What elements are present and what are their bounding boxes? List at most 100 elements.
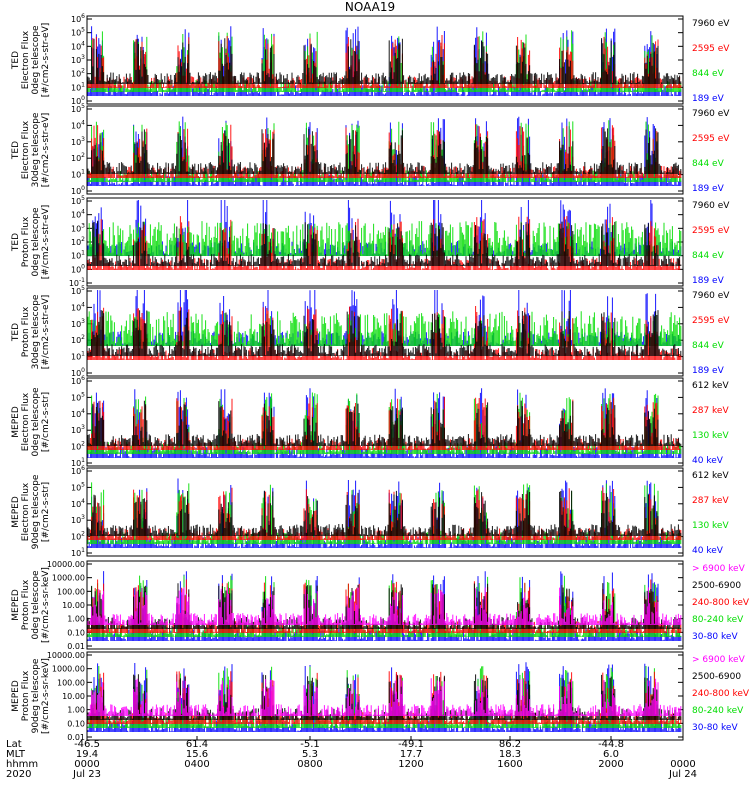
y-tick-label: 104 [71, 40, 85, 51]
panel-4: 100 101 102 103 104 105 TEDProton Flux30deg te… [11, 285, 730, 378]
x-axis-row-label: Lat [6, 739, 22, 750]
legend-entry: 189 eV [692, 276, 725, 286]
y-tick-label: 0.10 [67, 719, 85, 728]
x-axis-row-label: 2020 [6, 769, 31, 780]
x-axis-value: 1200 [398, 759, 423, 770]
panel-5: 101 102 103 104 105 106 MEPEDElectron Flux0deg… [11, 375, 729, 468]
y-tick-label: 101 [71, 547, 85, 558]
series-trace [87, 221, 682, 266]
legend-entry: 287 keV [692, 406, 729, 416]
y-tick-label: 104 [71, 408, 85, 419]
x-axis-value: -49.1 [398, 739, 424, 750]
y-tick-label: 101 [71, 169, 85, 180]
y-tick-label: 1.00 [67, 615, 85, 624]
x-axis-value: 86.2 [499, 739, 521, 750]
y-axis-label: TEDElectron Flux30deg telescope[#/cm2-s-… [11, 112, 51, 187]
legend-entry: 7960 eV [692, 201, 730, 211]
y-tick-label: 106 [71, 465, 85, 476]
x-axis-value: 5.3 [302, 749, 318, 760]
y-tick-label: 100.00 [57, 587, 85, 596]
y-tick-label: 100 [71, 367, 85, 378]
y-axis-label: MEPEDElectron Flux90deg telescope[#/cm2-… [11, 474, 51, 549]
y-tick-label: 100 [71, 263, 85, 274]
y-axis-label: MEPEDProton Flux0deg telescope[#/cm2-s-s… [11, 567, 51, 643]
y-tick-label: 102 [71, 334, 85, 345]
y-tick-label: 103 [71, 54, 85, 65]
y-tick-label: 105 [71, 481, 85, 492]
x-axis-value: 15.6 [186, 749, 208, 760]
legend-entry: 130 keV [692, 431, 729, 441]
y-tick-label: 10000.00 [47, 651, 85, 660]
legend-entry: 844 eV [692, 251, 725, 261]
y-tick-label: 104 [71, 301, 85, 312]
legend-entry: 240-800 keV [692, 689, 750, 699]
x-axis-value: 6.0 [603, 749, 619, 760]
y-tick-label: 10-1 [69, 277, 85, 288]
legend-entry: 80-240 keV [692, 615, 744, 625]
x-axis-value: 1600 [497, 759, 522, 770]
x-axis-value: -5.1 [300, 739, 320, 750]
y-tick-label: 101 [71, 351, 85, 362]
series-trace [87, 128, 682, 174]
series-trace [87, 38, 682, 84]
y-tick-label: 1000.00 [52, 665, 85, 674]
y-tick-label: 0.10 [67, 628, 85, 637]
legend-entry: 7960 eV [692, 291, 730, 301]
y-tick-label: 101 [71, 81, 85, 92]
y-tick-label: 106 [71, 13, 85, 24]
y-tick-label: 105 [71, 195, 85, 206]
x-axis-value: 17.7 [400, 749, 422, 760]
legend-entry: 7960 eV [692, 109, 730, 119]
y-axis-label: MEPEDElectron Flux0deg telescope[#/cm2-s… [11, 387, 51, 457]
y-tick-label: 105 [71, 27, 85, 38]
chart-title: NOAA19 [344, 0, 396, 14]
y-tick-label: 10.00 [62, 601, 85, 610]
series-trace [87, 490, 682, 536]
legend-entry: 240-800 keV [692, 598, 750, 608]
legend-entry: 40 keV [692, 546, 724, 556]
x-axis-value: 61.4 [186, 739, 208, 750]
panel-6: 101 102 103 104 105 106 MEPEDElectron Flux90de… [11, 465, 729, 558]
y-tick-label: 106 [71, 375, 85, 386]
x-axis-value: 0400 [184, 759, 209, 770]
panel-frame [86, 105, 684, 195]
x-axis-value: 0800 [297, 759, 322, 770]
y-tick-label: 101 [71, 250, 85, 261]
x-axis-row-label: MLT [6, 749, 26, 760]
y-tick-label: 102 [71, 236, 85, 247]
legend-entry: 189 eV [692, 184, 725, 194]
x-axis-value: -44.8 [598, 739, 624, 750]
panel-frame [86, 377, 684, 467]
y-tick-label: 102 [71, 152, 85, 163]
x-axis-row-label: hhmm [6, 759, 38, 770]
x-axis-value: 0000 [670, 759, 695, 770]
legend-entry: 2500-6900 [692, 672, 741, 682]
series-trace [87, 311, 682, 346]
panel-8: 0.01 0.10 1.00 10.00 100.00 1000.00 10000.00ME… [11, 651, 750, 742]
legend-entry: 7960 eV [692, 19, 730, 29]
legend-entry: 2595 eV [692, 316, 730, 326]
y-tick-label: 103 [71, 424, 85, 435]
legend-entry: 844 eV [692, 341, 725, 351]
legend-entry: 2595 eV [692, 226, 730, 236]
y-tick-label: 0.01 [67, 642, 85, 651]
y-tick-label: 1.00 [67, 706, 85, 715]
y-axis-label: TEDProton Flux0deg telescope[#/cm2-s-str… [11, 205, 51, 280]
series-trace [87, 587, 682, 625]
panel-frame [86, 467, 684, 557]
y-tick-label: 103 [71, 514, 85, 525]
x-axis-value: 19.4 [76, 749, 98, 760]
legend-entry: 287 keV [692, 496, 729, 506]
x-axis-value: 18.3 [499, 749, 521, 760]
y-tick-label: 103 [71, 318, 85, 329]
y-tick-label: 103 [71, 136, 85, 147]
legend-entry: 2595 eV [692, 44, 730, 54]
x-axis-value: Jul 24 [668, 769, 697, 780]
y-tick-label: 1000.00 [52, 574, 85, 583]
y-tick-label: 104 [71, 498, 85, 509]
y-tick-label: 102 [71, 441, 85, 452]
panel-7: 0.01 0.10 1.00 10.00 100.00 1000.00 10000.00ME… [11, 560, 750, 651]
series-trace [87, 678, 682, 716]
